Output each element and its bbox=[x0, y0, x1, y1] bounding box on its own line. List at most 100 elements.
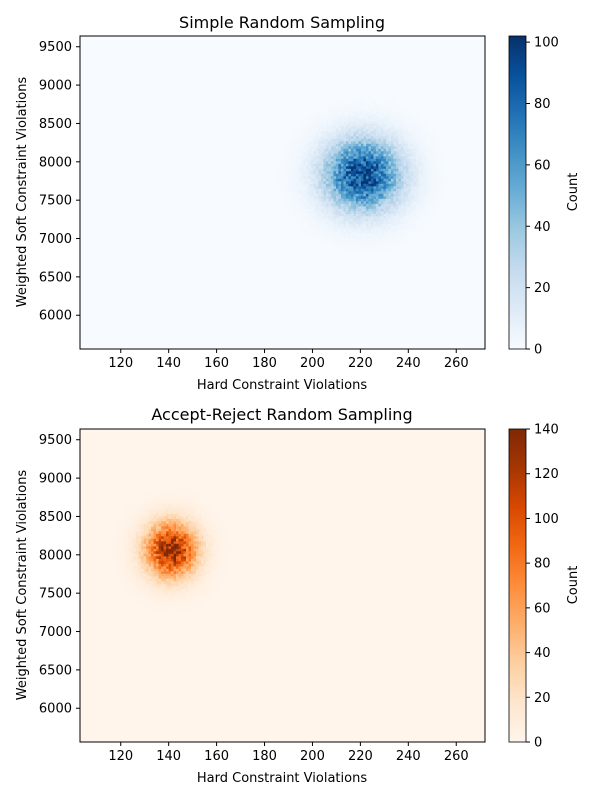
heatmap-cell bbox=[320, 106, 324, 109]
heatmap-cell bbox=[338, 213, 342, 217]
heatmap-cell bbox=[355, 156, 359, 159]
heatmap-cell bbox=[136, 518, 139, 522]
heatmap-cell bbox=[153, 503, 157, 507]
heatmap-cell bbox=[385, 173, 389, 177]
heatmap-cell bbox=[408, 206, 412, 209]
heatmap-cell bbox=[388, 238, 392, 242]
heatmap-cell bbox=[353, 201, 357, 204]
heatmap-cell bbox=[193, 503, 197, 507]
heatmap-cell bbox=[315, 138, 319, 142]
heatmap-cell bbox=[133, 583, 137, 587]
heatmap-cell bbox=[345, 186, 349, 189]
heatmap-cell bbox=[443, 173, 447, 177]
heatmap-cell bbox=[136, 566, 139, 570]
heatmap-cell bbox=[375, 186, 379, 189]
heatmap-cell bbox=[390, 208, 394, 212]
heatmap-cell bbox=[278, 176, 282, 179]
heatmap-cell bbox=[360, 111, 364, 114]
heatmap-cell bbox=[163, 556, 167, 560]
heatmap-cell bbox=[350, 173, 354, 177]
heatmap-cell bbox=[400, 148, 404, 152]
heatmap-cell bbox=[343, 203, 347, 207]
heatmap-cell bbox=[348, 216, 352, 219]
heatmap-cell bbox=[430, 206, 434, 209]
heatmap-cell bbox=[433, 138, 437, 142]
heatmap-cell bbox=[315, 121, 319, 124]
heatmap-cell bbox=[373, 211, 377, 214]
heatmap-cell bbox=[128, 576, 132, 580]
heatmap-cell bbox=[290, 138, 294, 142]
heatmap-cell bbox=[335, 138, 339, 142]
heatmap-cell bbox=[143, 533, 147, 537]
heatmap-cell bbox=[408, 133, 412, 137]
heatmap-cell bbox=[330, 143, 334, 147]
heatmap-cell bbox=[178, 606, 182, 610]
heatmap-cell bbox=[355, 213, 359, 217]
heatmap-cell bbox=[323, 116, 327, 119]
heatmap-cell bbox=[173, 608, 177, 612]
heatmap-cell bbox=[153, 491, 157, 495]
heatmap-cell bbox=[350, 166, 354, 169]
heatmap-cell bbox=[163, 496, 167, 500]
heatmap-cell bbox=[141, 506, 144, 510]
heatmap-cell bbox=[370, 211, 374, 214]
heatmap-cell bbox=[408, 221, 412, 224]
heatmap-cell bbox=[313, 118, 317, 122]
heatmap-cell bbox=[303, 123, 307, 127]
heatmap-cell bbox=[363, 151, 367, 154]
heatmap-cell bbox=[156, 588, 159, 592]
heatmap-cell bbox=[400, 113, 404, 117]
heatmap-cell bbox=[206, 586, 209, 590]
heatmap-cell bbox=[355, 128, 359, 132]
heatmap-cell bbox=[173, 543, 177, 547]
heatmap-cell bbox=[408, 131, 412, 134]
heatmap-cell bbox=[203, 531, 207, 535]
heatmap-cell bbox=[350, 103, 354, 107]
heatmap-cell bbox=[398, 141, 402, 144]
heatmap-cell bbox=[430, 196, 434, 199]
heatmap-cell bbox=[363, 138, 367, 142]
heatmap-cell bbox=[410, 183, 414, 187]
heatmap-cell bbox=[420, 168, 424, 172]
heatmap-cell bbox=[176, 488, 179, 492]
heatmap-cell bbox=[158, 553, 162, 557]
heatmap-cell bbox=[438, 183, 442, 187]
heatmap-cell bbox=[141, 526, 144, 530]
heatmap-cell bbox=[298, 213, 302, 217]
heatmap-cell bbox=[313, 183, 317, 187]
heatmap-cell bbox=[161, 518, 164, 522]
heatmap-cell bbox=[380, 106, 384, 109]
heatmap-cell bbox=[323, 183, 327, 187]
heatmap-cell bbox=[438, 196, 442, 199]
heatmap-cell bbox=[355, 121, 359, 124]
heatmap-cell bbox=[201, 576, 204, 580]
heatmap-cell bbox=[420, 171, 424, 174]
heatmap-cell bbox=[153, 551, 157, 555]
heatmap-cell bbox=[340, 151, 344, 154]
heatmap-cell bbox=[280, 166, 284, 169]
heatmap-cell bbox=[333, 118, 337, 122]
heatmap-cell bbox=[328, 218, 332, 222]
heatmap-cell bbox=[166, 578, 169, 582]
heatmap-cell bbox=[280, 158, 284, 162]
heatmap-cell bbox=[388, 178, 392, 182]
heatmap-cell bbox=[166, 546, 169, 550]
heatmap-cell bbox=[171, 571, 174, 575]
heatmap-cell bbox=[398, 146, 402, 149]
heatmap-cell bbox=[368, 213, 372, 217]
heatmap-cell bbox=[385, 161, 389, 164]
heatmap-cell bbox=[191, 606, 194, 610]
heatmap-cell bbox=[313, 128, 317, 132]
heatmap-cell bbox=[390, 191, 394, 194]
heatmap-cell bbox=[146, 563, 149, 567]
heatmap-cell bbox=[345, 178, 349, 182]
heatmap-cell bbox=[193, 593, 197, 597]
heatmap-cell bbox=[136, 578, 139, 582]
heatmap-cell bbox=[370, 171, 374, 174]
heatmap-cell bbox=[355, 146, 359, 149]
heatmap-cell bbox=[410, 153, 414, 157]
heatmap-cell bbox=[310, 116, 314, 119]
heatmap-cell bbox=[338, 103, 342, 107]
heatmap-cell bbox=[168, 596, 172, 600]
